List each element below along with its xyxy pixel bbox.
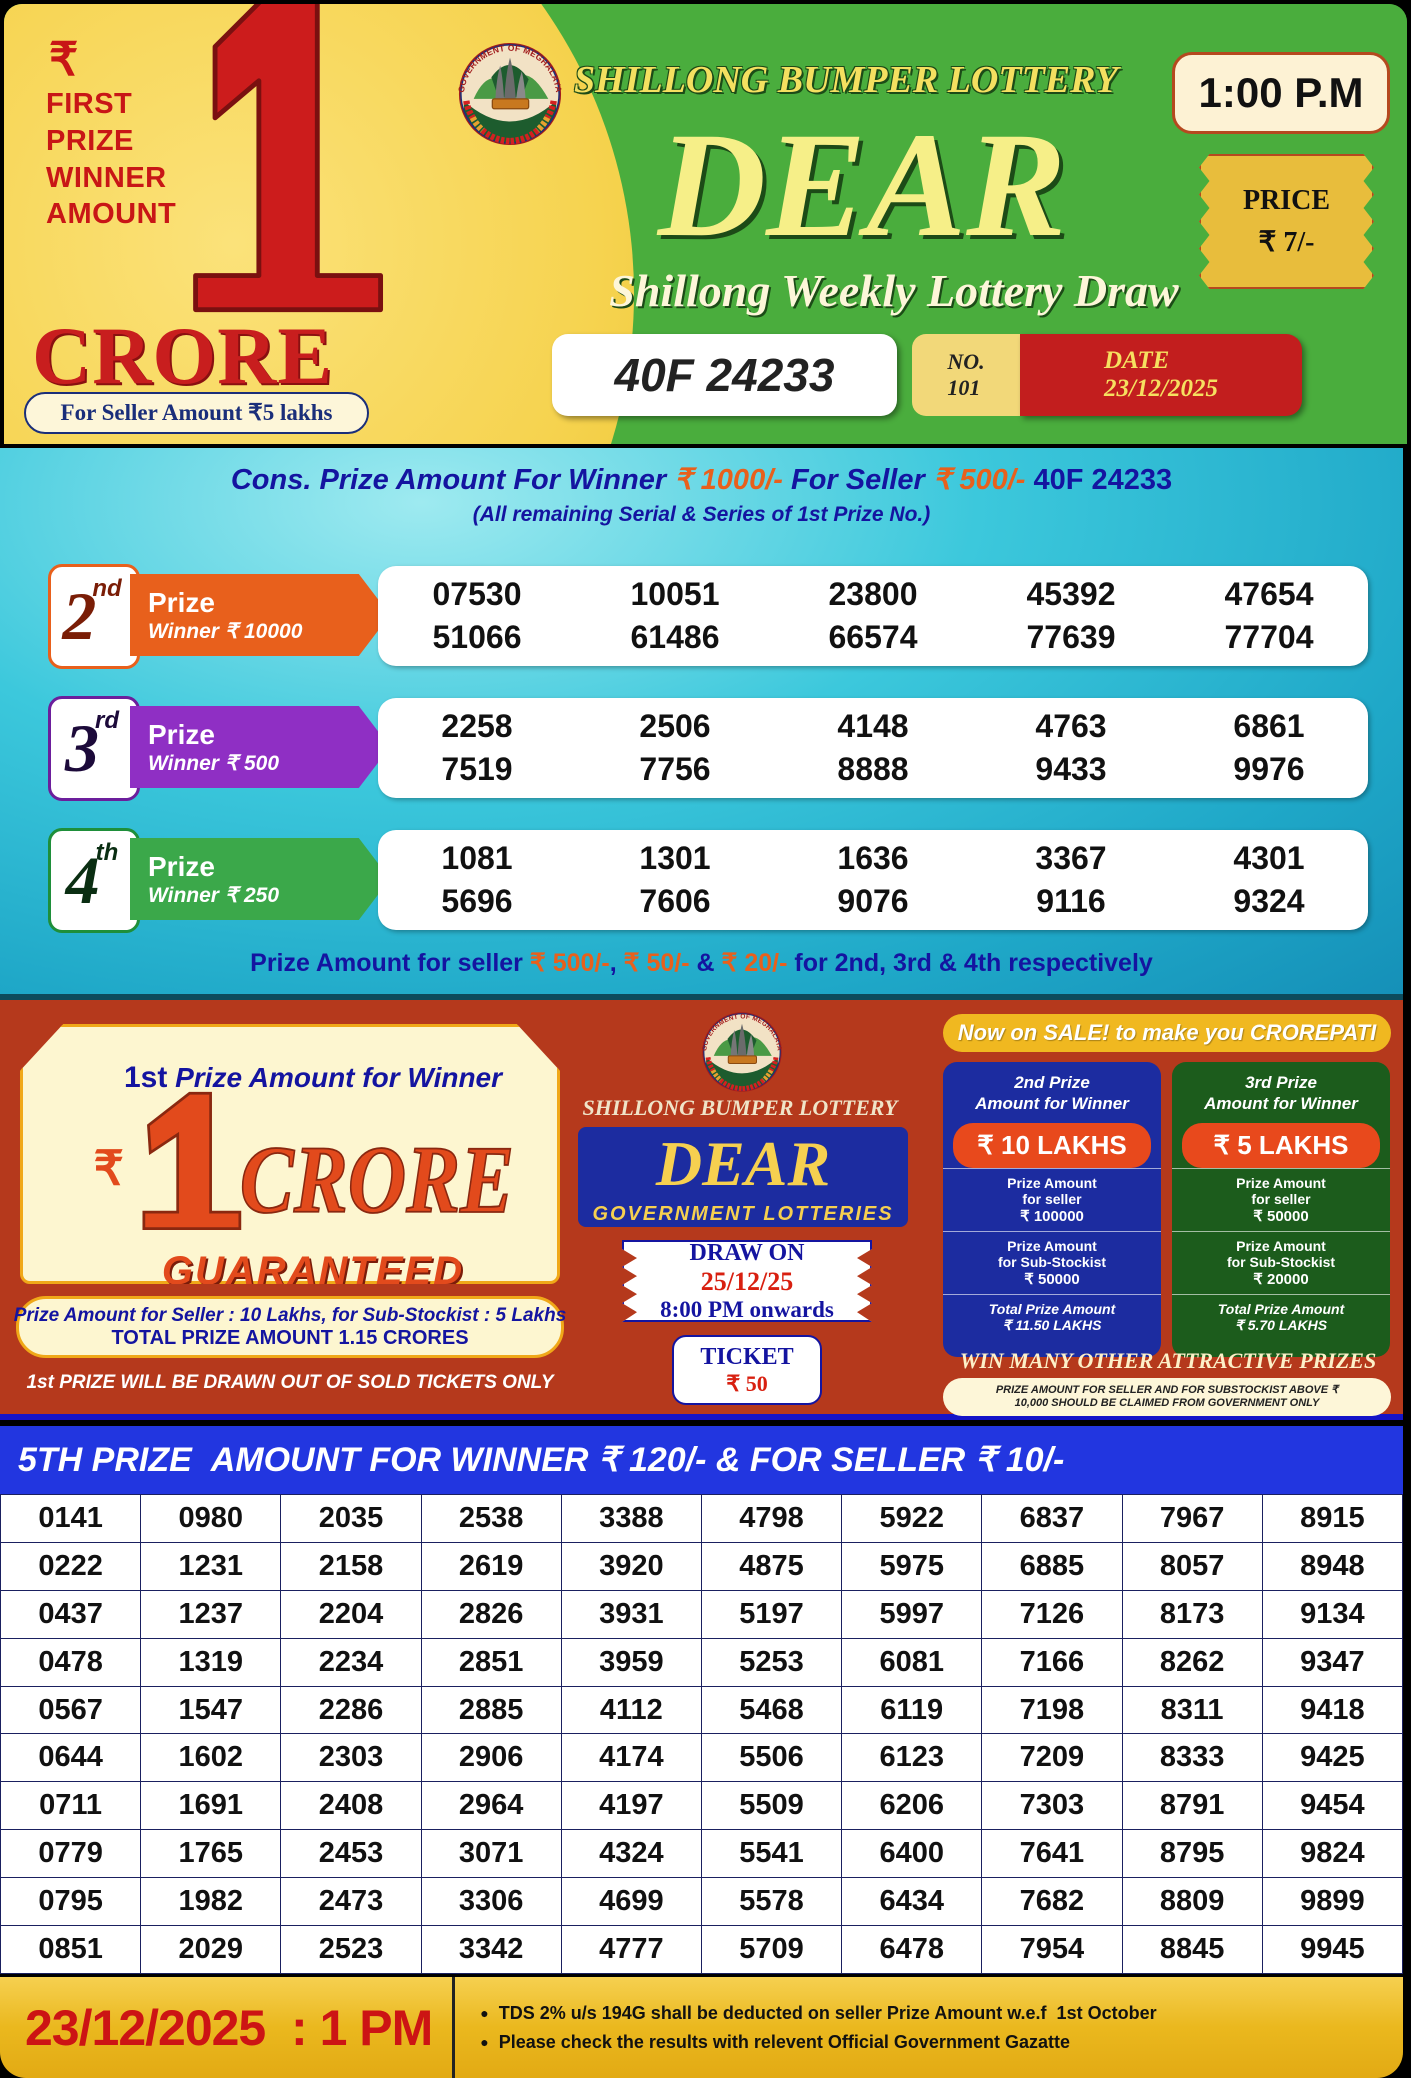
svg-text:₹: ₹ [94,1143,124,1196]
svg-text:CRORE: CRORE [240,1126,514,1233]
